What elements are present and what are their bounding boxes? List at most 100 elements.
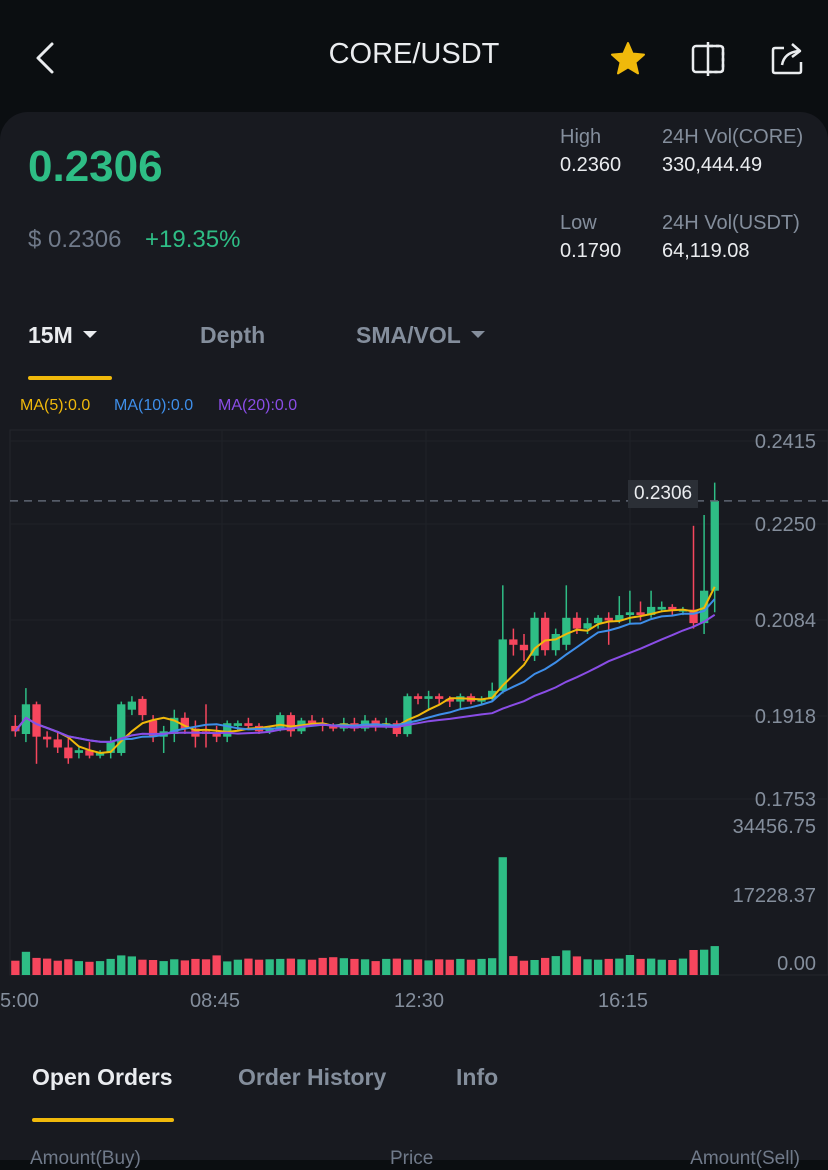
pair-title: CORE/USDT <box>328 38 500 70</box>
candle-body <box>170 717 179 734</box>
tab-indicator[interactable]: SMA/VOL <box>356 322 485 349</box>
tab-depth[interactable]: Depth <box>200 322 266 348</box>
ma20-legend: MA(20):0.0 <box>218 397 298 414</box>
volume-bar <box>583 959 592 975</box>
share-icon[interactable] <box>770 40 806 76</box>
favorite-star-icon[interactable] <box>610 41 646 77</box>
volume-bar <box>244 958 253 975</box>
candle-body <box>180 717 189 729</box>
volume-bar <box>477 958 486 975</box>
volume-bar <box>710 946 719 975</box>
volume-bar <box>127 956 136 975</box>
volume-bar <box>509 956 518 975</box>
col-amount-sell: Amount(Sell) <box>690 1148 800 1169</box>
candle-body <box>498 639 507 691</box>
volume-bar <box>625 955 635 975</box>
volume-bar <box>647 958 656 975</box>
volume-bar <box>21 951 31 975</box>
candle-body <box>541 617 550 651</box>
volume-bar <box>668 960 677 975</box>
ma10-line <box>14 598 716 743</box>
candle-body <box>265 728 274 732</box>
candle-body <box>244 723 253 726</box>
volume-bar <box>530 960 539 975</box>
volume-bar <box>117 955 126 975</box>
candle-body <box>435 696 444 699</box>
time-label: 12:30 <box>394 990 445 1012</box>
volume-bar <box>403 959 412 975</box>
volume-bar <box>689 950 698 975</box>
volume-bar <box>371 961 380 975</box>
back-arrow-icon[interactable] <box>30 40 64 76</box>
volume-bar <box>254 959 264 975</box>
volume-bar <box>95 961 105 975</box>
chevron-down-icon <box>470 331 485 339</box>
candle-body <box>276 715 285 729</box>
volume-bar <box>392 958 401 975</box>
volume-bar <box>604 958 613 975</box>
price-tick: 0.2084 <box>754 610 816 632</box>
tab-interval[interactable]: 15M <box>28 322 97 349</box>
volume-bar <box>562 950 571 975</box>
volume-bar <box>286 958 295 975</box>
volume-bar <box>297 959 306 975</box>
high-label: High <box>560 126 602 148</box>
candle-body <box>657 606 666 610</box>
last-price: 0.2306 <box>28 142 163 191</box>
candle-body <box>212 734 221 737</box>
candle-body <box>11 725 20 732</box>
candle-body <box>223 723 232 737</box>
vol-quote-label: 24H Vol(USDT) <box>662 212 800 234</box>
volume-bar <box>572 956 582 975</box>
tab-order-history[interactable]: Order History <box>238 1064 387 1090</box>
col-amount-buy: Amount(Buy) <box>30 1148 141 1169</box>
volume-bar <box>191 958 200 975</box>
volume-bar <box>170 959 179 975</box>
candle-body <box>106 742 115 753</box>
candle-body <box>583 623 592 629</box>
candle-body <box>138 698 147 716</box>
low-label: Low <box>560 212 597 234</box>
volume-bar <box>488 958 497 975</box>
candle-body <box>488 690 497 699</box>
candle-body <box>424 696 433 699</box>
volume-bar <box>594 959 603 975</box>
price-tick: 0.2250 <box>754 514 816 536</box>
candle-body <box>74 750 83 753</box>
split-view-icon[interactable] <box>690 42 726 76</box>
volume-bar <box>276 958 285 975</box>
vol-quote-value: 64,119.08 <box>662 240 750 262</box>
usd-price: $ 0.2306 <box>28 226 122 253</box>
volume-bar <box>43 958 52 975</box>
volume-bar <box>32 957 41 975</box>
candle-body <box>710 500 719 591</box>
tab-info[interactable]: Info <box>456 1064 499 1090</box>
candle-body <box>562 617 571 645</box>
candle-body <box>95 753 105 756</box>
candle-body <box>392 723 401 734</box>
volume-bar <box>85 961 94 975</box>
chevron-down-icon <box>82 331 97 339</box>
price-tick: 0.1918 <box>754 706 816 728</box>
candle-body <box>371 720 380 726</box>
volume-bar <box>541 957 550 975</box>
candle-body <box>615 615 624 621</box>
volume-bar <box>11 960 20 975</box>
volume-bar <box>435 959 444 975</box>
volume-bar <box>265 959 274 975</box>
candle-body <box>445 698 454 702</box>
volume-tick: 17228.37 <box>732 885 816 907</box>
volume-bar <box>339 958 348 975</box>
volume-bar <box>201 959 211 975</box>
candle-body <box>43 736 52 740</box>
candle-body <box>604 617 613 621</box>
active-tab-underline <box>28 376 112 380</box>
ma10-legend: MA(10):0.0 <box>114 397 194 414</box>
candle-body <box>689 609 698 624</box>
tab-open-orders[interactable]: Open Orders <box>32 1064 173 1090</box>
volume-bar <box>64 959 73 975</box>
tab-indicator-label: SMA/VOL <box>356 322 461 348</box>
volume-bar <box>159 961 168 975</box>
volume-bar <box>382 958 391 975</box>
